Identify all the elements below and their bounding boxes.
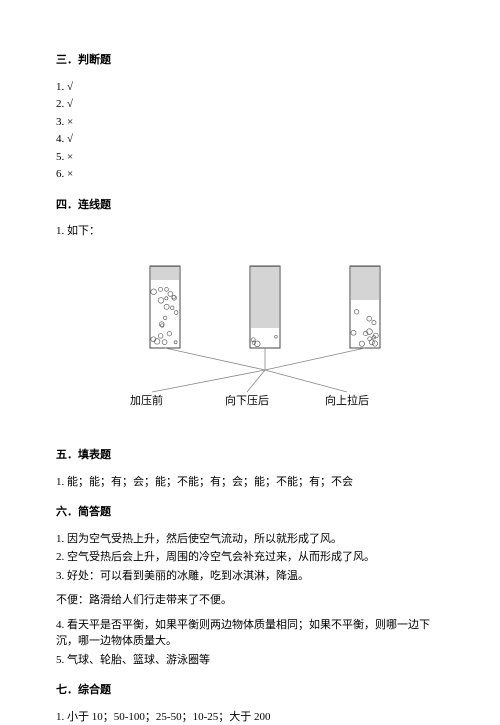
section-5-title: 五．填表题 <box>56 447 444 464</box>
syringe-diagram-svg: 加压前 向下压后 向上拉后 <box>85 258 415 428</box>
section-3-title: 三．判断题 <box>56 52 444 69</box>
short-answer-1: 1. 因为空气受热上升，然后使空气流动，所以就形成了风。 <box>56 531 444 548</box>
section-4-title: 四．连线题 <box>56 197 444 214</box>
svg-text:加压前: 加压前 <box>130 393 163 407</box>
short-answer-2: 2. 空气受热后会上升，周围的冷空气会补充过来，从而形成了风。 <box>56 549 444 566</box>
matching-lead: 1. 如下： <box>56 223 444 240</box>
matching-diagram: 加压前 向下压后 向上拉后 <box>56 258 444 434</box>
judgment-item: 3. × <box>56 114 444 131</box>
section-6-title: 六．简答题 <box>56 504 444 521</box>
short-answer-3: 3. 好处：可以看到美丽的冰雕，吃到冰淇淋，降温。 <box>56 568 444 585</box>
judgment-item: 4. √ <box>56 131 444 148</box>
judgment-item: 6. × <box>56 166 444 183</box>
section-7-title: 七．综合题 <box>56 682 444 699</box>
short-answer-3-cont: 不便：路滑给人们行走带来了不便。 <box>56 592 444 609</box>
judgment-item: 1. √ <box>56 79 444 96</box>
svg-text:向下压后: 向下压后 <box>225 393 269 407</box>
judgment-list: 1. √ 2. √ 3. × 4. √ 5. × 6. × <box>56 79 444 183</box>
short-answer-5: 5. 气球、轮胎、篮球、游泳圈等 <box>56 652 444 669</box>
fill-table-answer: 1. 能；能；有；会；能；不能；有；会；能；不能；有；不会 <box>56 474 444 491</box>
short-answer-4: 4. 看天平是否平衡，如果平衡则两边物体质量相同；如果不平衡，则哪一边下沉，哪一… <box>56 617 444 650</box>
judgment-item: 2. √ <box>56 96 444 113</box>
judgment-item: 5. × <box>56 149 444 166</box>
svg-text:向上拉后: 向上拉后 <box>325 393 369 407</box>
comprehensive-answer: 1. 小于 10；50-100；25-50；10-25；大于 200 <box>56 709 444 725</box>
